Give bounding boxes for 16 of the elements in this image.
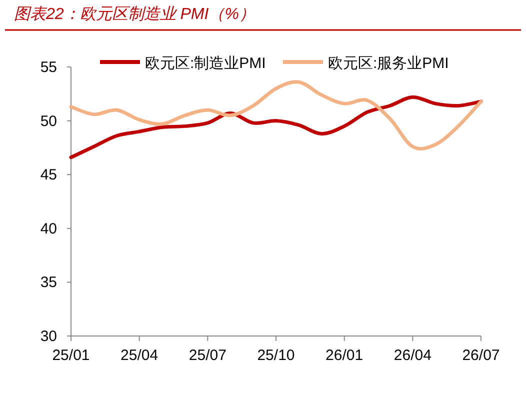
y-tick-label: 45: [40, 166, 57, 184]
y-tick-label: 30: [40, 328, 57, 345]
legend-label: 欧元区:服务业PMI: [328, 55, 449, 72]
legend-label: 欧元区:制造业PMI: [145, 55, 266, 72]
x-tick-label: 25/01: [52, 347, 90, 364]
x-tick-label: 25/04: [120, 347, 158, 364]
title: 图表22：欧元区制造业 PMI（%）: [14, 6, 255, 23]
y-tick-label: 40: [40, 220, 57, 238]
x-tick-label: 26/07: [462, 347, 500, 364]
y-tick-label: 35: [40, 274, 57, 292]
y-tick-label: 50: [40, 112, 57, 130]
x-tick-label: 26/04: [394, 347, 432, 364]
x-tick-label: 25/07: [188, 347, 226, 364]
x-tick-label: 26/01: [326, 347, 364, 364]
x-tick-label: 25/10: [257, 347, 295, 364]
y-tick-label: 55: [40, 59, 57, 76]
